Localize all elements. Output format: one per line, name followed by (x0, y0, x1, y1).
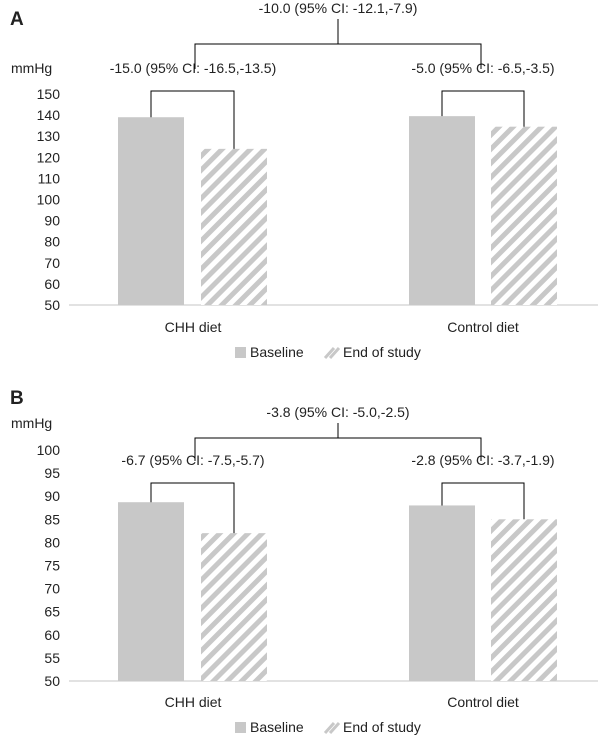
legend-label-baseline: Baseline (250, 344, 304, 360)
baseline-bar (409, 505, 475, 681)
legend: Baseline End of study (235, 344, 421, 360)
end-of-study-bar (491, 126, 557, 305)
y-tick-label: 75 (44, 558, 60, 574)
y-tick-label: 60 (44, 276, 60, 292)
legend-label-end-of-study: End of study (343, 344, 421, 360)
end-of-study-bar (201, 148, 267, 305)
legend-swatch-end-of-study (323, 721, 336, 735)
legend-label-end-of-study: End of study (343, 719, 421, 735)
y-tick-label: 55 (44, 650, 60, 666)
legend-swatch-end-of-study (328, 346, 341, 360)
category-label: Control diet (447, 319, 519, 335)
baseline-bar (409, 116, 475, 305)
y-tick-label: 110 (38, 170, 61, 186)
y-tick-label: 150 (37, 86, 61, 102)
baseline-bar (118, 117, 184, 306)
within-bracket (150, 482, 235, 534)
legend-swatch-end-of-study (328, 721, 341, 735)
unit-label: mmHg (11, 415, 52, 431)
y-tick-label: 120 (37, 149, 61, 165)
end-of-study-bar (491, 519, 557, 681)
within-annotation: -15.0 (95% CI: -16.5,-13.5) (110, 60, 277, 76)
legend-swatch-end-of-study (323, 346, 336, 360)
end-of-study-bar (201, 533, 267, 681)
between-annotation: -10.0 (95% CI: -12.1,-7.9) (259, 0, 418, 16)
y-tick-label: 80 (44, 534, 60, 550)
legend-label-baseline: Baseline (250, 719, 304, 735)
within-bracket (441, 482, 525, 520)
between-annotation: -3.8 (95% CI: -5.0,-2.5) (266, 404, 409, 420)
category-label: CHH diet (165, 694, 222, 710)
within-annotation: -2.8 (95% CI: -3.7,-1.9) (411, 452, 554, 468)
within-bracket (441, 90, 525, 127)
y-tick-label: 100 (37, 192, 61, 208)
category-label: Control diet (447, 694, 519, 710)
y-tick-label: 90 (44, 213, 60, 229)
y-tick-label: 130 (37, 128, 61, 144)
y-tick-label: 100 (37, 442, 61, 458)
legend-swatch-baseline (235, 347, 246, 358)
y-tick-label: 65 (44, 604, 60, 620)
baseline-bar (118, 502, 184, 681)
y-tick-label: 80 (44, 234, 60, 250)
y-tick-label: 50 (44, 297, 60, 313)
y-tick-label: 70 (44, 581, 60, 597)
category-label: CHH diet (165, 319, 222, 335)
unit-label: mmHg (11, 60, 52, 76)
within-annotation: -5.0 (95% CI: -6.5,-3.5) (411, 60, 554, 76)
legend-swatch-baseline (235, 722, 246, 733)
y-tick-label: 50 (44, 673, 60, 689)
y-tick-label: 90 (44, 488, 60, 504)
y-tick-label: 95 (44, 465, 60, 481)
legend: Baseline End of study (235, 719, 421, 735)
y-tick-label: 70 (44, 255, 60, 271)
panel-label: A (10, 9, 24, 30)
panel-label: B (10, 388, 24, 409)
within-annotation: -6.7 (95% CI: -7.5,-5.7) (121, 452, 264, 468)
y-tick-label: 140 (37, 107, 61, 123)
y-tick-label: 60 (44, 627, 60, 643)
y-tick-label: 85 (44, 511, 60, 527)
within-bracket (150, 90, 235, 149)
